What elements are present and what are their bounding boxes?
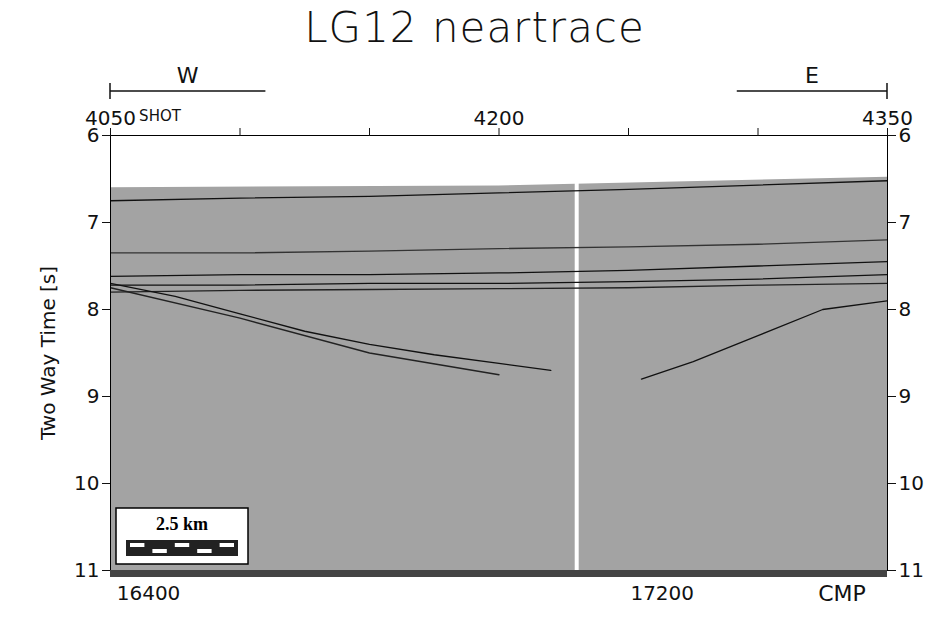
svg-text:9: 9: [87, 384, 100, 408]
svg-text:6: 6: [899, 123, 912, 147]
html-text:LG12 neartrace: LG12 neartrace: [304, 3, 645, 52]
svg-text:E: E: [805, 63, 819, 88]
svg-text:Two Way Time [s]: Two Way Time [s]: [36, 266, 60, 441]
svg-text:8: 8: [87, 297, 100, 321]
svg-text:2.5 km: 2.5 km: [156, 514, 208, 534]
svg-text:8: 8: [899, 297, 912, 321]
svg-text:7: 7: [87, 210, 100, 234]
svg-text:10: 10: [74, 471, 99, 495]
svg-text:7: 7: [899, 210, 912, 234]
svg-text:4050: 4050: [85, 105, 136, 130]
svg-text:W: W: [177, 63, 199, 88]
svg-text:11: 11: [74, 558, 99, 582]
svg-text:16400: 16400: [117, 581, 181, 605]
svg-text:CMP: CMP: [818, 581, 866, 606]
svg-text:6: 6: [87, 123, 100, 147]
svg-text:17200: 17200: [630, 581, 694, 605]
svg-text:9: 9: [899, 384, 912, 408]
svg-text:SHOT: SHOT: [139, 107, 182, 125]
svg-text:11: 11: [899, 558, 924, 582]
svg-text:4350: 4350: [862, 105, 913, 130]
svg-text:10: 10: [899, 471, 924, 495]
svg-text:4200: 4200: [474, 106, 525, 130]
